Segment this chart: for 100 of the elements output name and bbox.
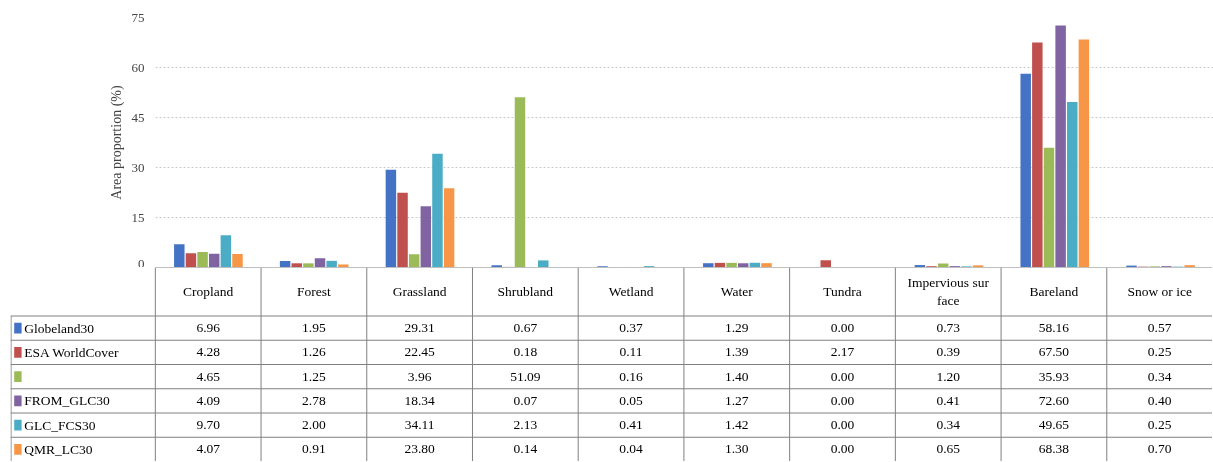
data-label: 0.00 <box>830 417 855 433</box>
x-tick-label: Shrubland <box>497 284 554 300</box>
data-label: 2.13 <box>513 417 538 433</box>
x-tick-label: Forest <box>297 284 332 300</box>
bar <box>714 262 726 267</box>
data-label: 3.96 <box>407 368 432 384</box>
data-label: 0.37 <box>619 320 644 336</box>
bar <box>185 253 197 267</box>
data-label: 0.70 <box>1147 441 1172 457</box>
y-tick-label: 15 <box>131 209 145 225</box>
data-label: 0.65 <box>936 441 961 457</box>
bar <box>749 262 761 267</box>
data-label: 0.14 <box>513 441 538 457</box>
bar <box>385 169 397 267</box>
bar <box>420 206 432 267</box>
bar <box>1067 102 1078 267</box>
x-tick-label: Grassland <box>392 284 447 300</box>
data-label: 9.70 <box>196 417 221 433</box>
data-label: 0.00 <box>830 368 855 384</box>
data-label: 23.80 <box>404 441 436 457</box>
data-label: 58.16 <box>1038 320 1070 336</box>
bar <box>514 97 526 267</box>
data-label: 0.04 <box>619 441 644 457</box>
bar <box>197 252 208 267</box>
bar <box>761 263 772 267</box>
y-tick-label: 75 <box>131 9 145 25</box>
y-axis-title: Area proportion (%) <box>108 85 125 200</box>
bar <box>408 254 420 267</box>
data-label: 1.26 <box>302 344 326 360</box>
y-tick-label: 60 <box>131 59 145 75</box>
data-label: 0.25 <box>1147 417 1172 433</box>
data-label: 2.78 <box>302 392 326 408</box>
y-tick-label: 45 <box>131 109 145 125</box>
bar <box>1055 25 1066 267</box>
data-label: 67.50 <box>1038 344 1070 360</box>
bar <box>1032 42 1043 267</box>
data-label: 6.96 <box>196 320 221 336</box>
legend-label: QMR_LC30 <box>24 441 93 457</box>
data-label: 0.73 <box>936 320 961 336</box>
bar <box>303 263 314 267</box>
data-label: 1.30 <box>724 441 749 457</box>
data-label: 4.09 <box>196 392 221 408</box>
bar <box>338 264 349 267</box>
bar <box>1043 147 1055 267</box>
data-label: 0.07 <box>513 392 538 408</box>
bar <box>208 253 220 267</box>
x-tick-label: Snow or ice <box>1127 284 1192 300</box>
data-label: 35.93 <box>1038 368 1070 384</box>
data-label: 1.29 <box>724 320 749 336</box>
data-label: 0.11 <box>619 344 643 360</box>
data-label: 1.27 <box>724 392 749 408</box>
bar <box>703 263 714 267</box>
bar <box>220 235 232 267</box>
bar <box>1020 73 1031 267</box>
data-label: 1.40 <box>724 368 749 384</box>
data-label: 51.09 <box>510 368 541 384</box>
x-tick-label: Bareland <box>1029 284 1079 300</box>
bar <box>291 263 302 267</box>
bar <box>726 262 737 267</box>
data-label: 0.67 <box>513 320 538 336</box>
data-label: 2.00 <box>302 417 326 433</box>
data-label: 2.17 <box>830 344 855 360</box>
data-label: 0.34 <box>1147 368 1172 384</box>
x-tick-label: Impervious sur face <box>907 275 990 309</box>
data-label: 68.38 <box>1038 441 1070 457</box>
data-label: 1.25 <box>302 368 326 384</box>
data-label: 0.00 <box>830 441 855 457</box>
data-label: 1.42 <box>724 417 749 433</box>
data-label: 0.16 <box>619 368 644 384</box>
legend-label: FROM_GLC30 <box>24 393 111 409</box>
data-label: 0.18 <box>513 344 538 360</box>
legend-label: ESA WorldCover <box>24 344 120 360</box>
data-label: 0.00 <box>830 320 855 336</box>
y-tick-label: 30 <box>131 159 145 175</box>
data-label: 0.39 <box>936 344 961 360</box>
bar <box>1078 39 1090 267</box>
bar <box>538 260 549 267</box>
bar <box>443 188 455 267</box>
data-label: 0.34 <box>936 417 961 433</box>
bar <box>737 263 749 267</box>
data-label: 49.65 <box>1038 417 1070 433</box>
data-label: 22.45 <box>404 344 436 360</box>
data-label: 1.20 <box>936 368 961 384</box>
bar <box>397 192 408 267</box>
data-label: 1.39 <box>724 344 749 360</box>
data-label: 0.41 <box>619 417 643 433</box>
bar <box>326 260 337 267</box>
data-label: 0.57 <box>1147 320 1172 336</box>
data-label: 0.05 <box>619 392 644 408</box>
bar <box>279 261 291 267</box>
data-label: 0.91 <box>302 441 326 457</box>
bar <box>174 244 185 267</box>
bar <box>314 258 326 267</box>
y-tick-label: 0 <box>138 255 145 271</box>
data-label: 4.65 <box>196 368 221 384</box>
data-label: 0.00 <box>830 392 855 408</box>
x-tick-label: Wetland <box>608 284 654 300</box>
bar <box>820 260 831 267</box>
legend-label: Globeland30 <box>24 320 95 336</box>
data-label: 72.60 <box>1038 392 1070 408</box>
